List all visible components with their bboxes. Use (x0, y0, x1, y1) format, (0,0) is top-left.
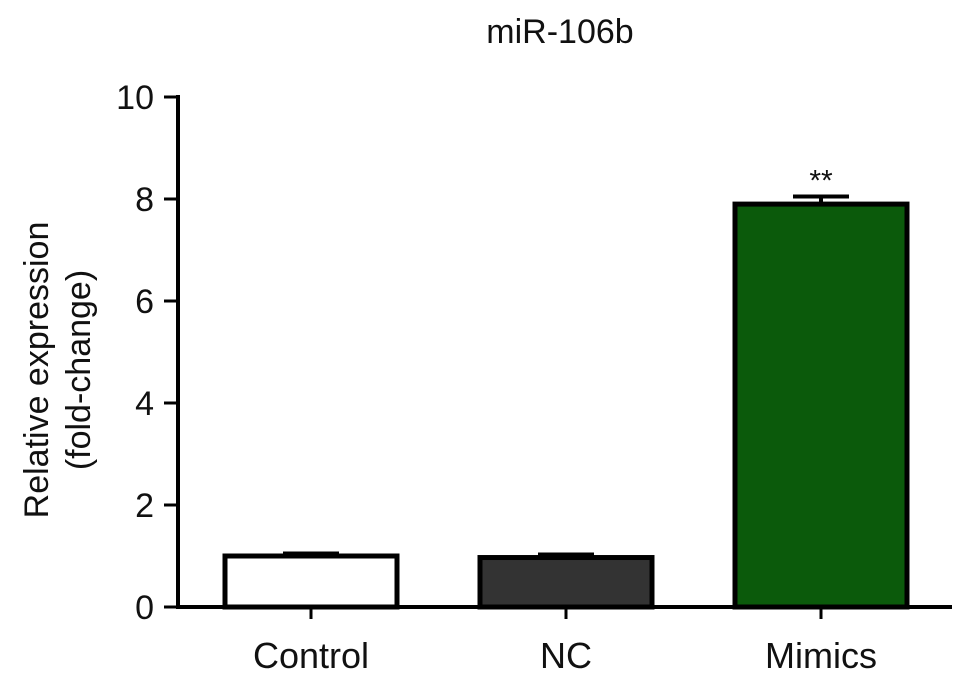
y-axis-label-line-2: (fold-change) (60, 270, 98, 470)
x-tick-label-nc: NC (540, 635, 592, 676)
x-tick-label-mimics: Mimics (765, 635, 877, 676)
y-tick-label-2: 2 (135, 487, 154, 525)
bar-mimics (732, 201, 910, 610)
y-tick-label-10: 10 (116, 79, 154, 117)
y-tick-label-6: 6 (135, 283, 154, 321)
chart-title: miR-106b (486, 13, 633, 51)
bar-control (222, 553, 400, 610)
significance-label: ** (809, 164, 833, 197)
y-axis-label-line-1: Relative expression (18, 222, 56, 519)
y-tick-label-4: 4 (135, 385, 154, 423)
y-tick-label-8: 8 (135, 181, 154, 219)
bar-nc (477, 555, 655, 610)
x-tick-label-control: Control (253, 635, 369, 676)
y-tick-label-0: 0 (135, 589, 154, 627)
y-axis-label: Relative expression (fold-change) (18, 222, 98, 519)
plot-area: Control NC ** Mimics 0 2 4 6 8 10 (116, 79, 952, 676)
